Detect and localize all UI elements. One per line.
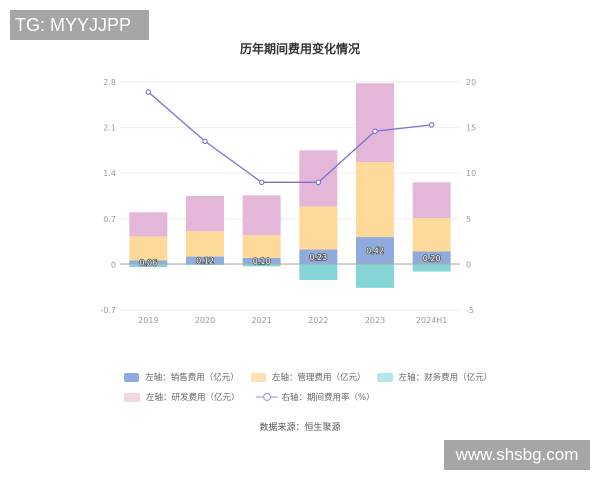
svg-text:2.8: 2.8 [103, 78, 116, 87]
bar-rnd[interactable] [412, 182, 451, 219]
bar-management[interactable] [356, 162, 394, 238]
bar-value-labels: 0.06 0.12 0.10 0.23 0.42 0.20 [139, 246, 442, 268]
bar-rnd[interactable] [356, 83, 394, 163]
svg-text:2020: 2020 [195, 316, 215, 325]
svg-text:0: 0 [466, 260, 471, 269]
left-axis-ticks: 2.8 2.1 1.4 0.7 0 -0.7 [100, 78, 116, 315]
svg-text:2.1: 2.1 [103, 124, 116, 133]
watermark-top-left: TG: MYYJJPP [10, 10, 149, 40]
bar-sales[interactable] [412, 251, 451, 265]
svg-text:0: 0 [111, 260, 116, 269]
right-axis-ticks: 20 15 10 5 0 -5 [466, 78, 476, 315]
bar-sales[interactable] [242, 257, 281, 265]
line-marker-icon [255, 392, 278, 402]
rate-point[interactable] [428, 122, 435, 128]
svg-text:10: 10 [466, 169, 476, 178]
finance-swatch-icon [377, 372, 393, 382]
svg-text:2023: 2023 [365, 316, 385, 325]
bar-finance[interactable] [242, 264, 281, 267]
bar-sales[interactable] [186, 256, 224, 265]
svg-text:0.20: 0.20 [423, 254, 441, 263]
rate-point[interactable] [372, 128, 378, 134]
bar-rnd[interactable] [242, 195, 281, 236]
bar-sales[interactable] [299, 249, 338, 265]
bar-sales[interactable] [129, 260, 168, 265]
bar-rnd[interactable] [299, 150, 338, 207]
legend-item-finance[interactable]: 左轴：财务费用（亿元） [377, 371, 492, 383]
bar-management[interactable] [412, 218, 451, 252]
legend-item-sales[interactable]: 左轴：销售费用（亿元） [124, 371, 239, 383]
svg-text:-5: -5 [466, 306, 474, 315]
x-axis-labels: 2019 2020 2021 2022 2023 2024H1 [138, 316, 447, 325]
rnd-swatch-icon [124, 392, 140, 402]
svg-text:2024H1: 2024H1 [416, 316, 447, 325]
svg-text:1.4: 1.4 [103, 169, 116, 178]
bar-rnd[interactable] [186, 196, 224, 232]
legend-item-rate[interactable]: 右轴：期间费用率（%） [255, 391, 375, 403]
bar-finance[interactable] [186, 264, 224, 266]
bar-management[interactable] [129, 236, 168, 261]
rate-point[interactable] [315, 179, 322, 186]
svg-text:0.10: 0.10 [253, 257, 271, 266]
rate-point[interactable] [145, 89, 152, 95]
bar-finance[interactable] [412, 264, 451, 272]
bar-rnd[interactable] [129, 212, 168, 237]
bar-management[interactable] [299, 206, 338, 250]
svg-text:0.06: 0.06 [139, 258, 157, 267]
svg-text:5: 5 [466, 215, 471, 224]
bar-sales[interactable] [356, 237, 394, 265]
bar-finance[interactable] [356, 264, 394, 288]
rate-point[interactable] [202, 138, 208, 145]
svg-text:2022: 2022 [308, 316, 328, 325]
grid-lines [120, 81, 460, 311]
bar-finance[interactable] [299, 264, 338, 281]
legend-item-rnd[interactable]: 左轴：研发费用（亿元） [124, 391, 240, 403]
svg-text:0.42: 0.42 [366, 247, 384, 256]
svg-text:0.23: 0.23 [309, 253, 327, 262]
bar-management[interactable] [186, 231, 224, 257]
management-swatch-icon [250, 372, 266, 382]
rate-line-series [145, 89, 435, 186]
legend: 左轴：销售费用（亿元） 左轴：管理费用（亿元） 左轴：财务费用（亿元） 左轴：研… [124, 367, 504, 407]
data-source: 数据来源：恒生聚源 [259, 423, 341, 433]
rate-point[interactable] [258, 179, 265, 186]
bar-series [129, 83, 451, 288]
bar-management[interactable] [242, 235, 281, 258]
sales-swatch-icon [124, 372, 140, 382]
svg-text:0.7: 0.7 [103, 215, 116, 224]
watermark-bottom-right: www.shsbg.com [444, 440, 590, 470]
svg-text:2021: 2021 [251, 316, 271, 325]
svg-text:2019: 2019 [138, 316, 158, 325]
svg-text:0.12: 0.12 [196, 256, 214, 265]
svg-text:15: 15 [466, 124, 476, 133]
svg-text:20: 20 [466, 78, 476, 87]
chart-plot: 2.8 2.1 1.4 0.7 0 -0.7 20 15 10 5 0 -5 2019 2020 202… [100, 78, 476, 325]
chart-title: 历年期间费用变化情况 [239, 42, 360, 56]
legend-item-management[interactable]: 左轴：管理费用（亿元） [250, 371, 365, 383]
svg-text:-0.7: -0.7 [100, 306, 116, 315]
bar-finance[interactable] [129, 264, 168, 268]
